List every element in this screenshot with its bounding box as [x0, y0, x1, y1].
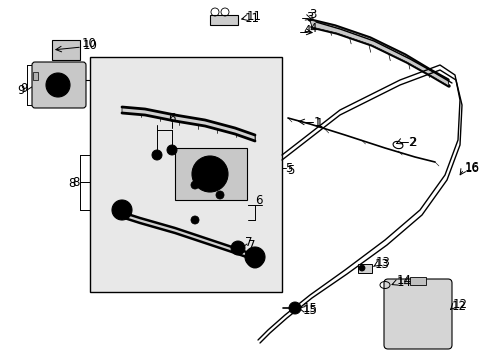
Circle shape	[288, 302, 301, 314]
Text: 16: 16	[464, 162, 479, 175]
Text: 9: 9	[17, 84, 24, 96]
Text: 6: 6	[254, 194, 262, 207]
Text: 2: 2	[408, 135, 416, 149]
Text: 15: 15	[303, 302, 317, 315]
Text: 7: 7	[244, 235, 252, 248]
Text: 11: 11	[246, 9, 262, 23]
Circle shape	[191, 216, 199, 224]
Bar	[209, 15, 238, 25]
Circle shape	[216, 191, 224, 199]
Text: 2: 2	[407, 135, 415, 149]
Text: 14: 14	[396, 274, 411, 288]
Text: 8: 8	[68, 176, 75, 189]
Text: 4: 4	[303, 23, 310, 36]
Text: 9: 9	[20, 81, 27, 95]
Circle shape	[52, 79, 64, 91]
Text: 3: 3	[305, 10, 313, 23]
Circle shape	[205, 170, 214, 178]
Bar	[90, 57, 282, 292]
FancyBboxPatch shape	[383, 279, 451, 349]
Text: 5: 5	[286, 163, 294, 176]
Text: 10: 10	[82, 36, 97, 50]
Circle shape	[250, 253, 259, 261]
Text: 1: 1	[313, 116, 321, 129]
Text: 6: 6	[168, 112, 175, 125]
Circle shape	[112, 200, 132, 220]
Text: 15: 15	[303, 303, 317, 316]
Text: 10: 10	[83, 39, 98, 51]
Text: 13: 13	[374, 258, 389, 271]
Circle shape	[118, 206, 126, 214]
Circle shape	[191, 181, 199, 189]
Circle shape	[230, 241, 244, 255]
Circle shape	[358, 265, 364, 271]
Text: 12: 12	[452, 298, 467, 311]
Text: 5: 5	[285, 162, 292, 175]
Circle shape	[246, 252, 263, 268]
Circle shape	[46, 73, 70, 97]
Circle shape	[244, 247, 264, 267]
Text: 8: 8	[72, 176, 79, 189]
Circle shape	[192, 156, 227, 192]
Text: 12: 12	[451, 300, 466, 312]
Polygon shape	[115, 210, 254, 260]
Text: 11: 11	[244, 12, 260, 24]
Bar	[357, 264, 371, 273]
Bar	[52, 40, 80, 60]
FancyBboxPatch shape	[32, 62, 86, 108]
Polygon shape	[309, 20, 448, 86]
Polygon shape	[122, 107, 254, 141]
Bar	[33, 72, 38, 80]
Circle shape	[152, 150, 162, 160]
Text: 16: 16	[464, 161, 479, 174]
Text: 4: 4	[308, 22, 316, 35]
Circle shape	[167, 145, 177, 155]
Bar	[409, 277, 425, 285]
Text: 1: 1	[315, 117, 323, 130]
Circle shape	[200, 164, 220, 184]
Bar	[175, 148, 246, 200]
Text: 7: 7	[247, 239, 255, 252]
Text: 3: 3	[308, 8, 316, 21]
Text: 14: 14	[396, 276, 411, 289]
Text: 13: 13	[375, 256, 390, 270]
